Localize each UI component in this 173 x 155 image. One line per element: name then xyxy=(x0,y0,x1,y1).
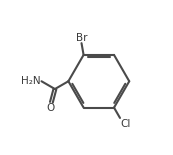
Text: O: O xyxy=(47,103,55,113)
Text: Br: Br xyxy=(76,33,87,43)
Text: H₂N: H₂N xyxy=(21,76,40,86)
Text: Cl: Cl xyxy=(121,119,131,128)
